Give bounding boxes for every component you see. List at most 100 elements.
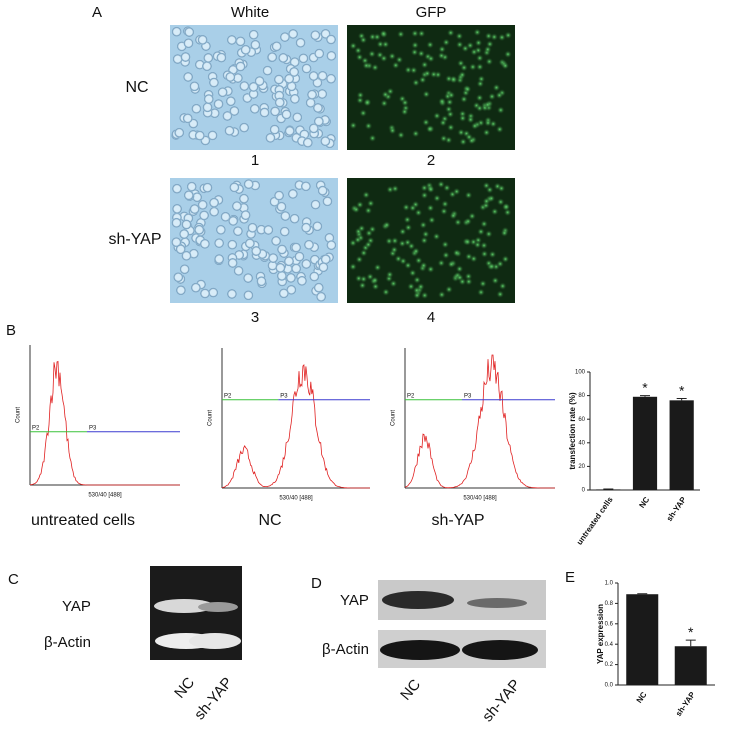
cell [411,78,420,87]
cell [388,52,397,61]
cell [171,217,182,228]
cell [286,81,297,92]
cell [420,60,429,69]
cell [420,236,429,245]
cell [243,273,254,284]
cell [460,63,469,72]
gate-label: P2 [407,393,415,399]
cell [173,272,184,283]
lane-label: sh-YAP [191,674,236,723]
cell [239,81,250,92]
cell [426,204,435,213]
cell [181,219,192,230]
cell [480,249,489,258]
cell [390,245,399,254]
cell [437,180,446,189]
cell [278,52,289,63]
axis-label: 530/40 [488] [279,496,313,502]
cell [244,238,255,249]
cell [313,116,324,127]
band [380,640,460,660]
y-tick-label: 100 [575,370,586,376]
cell [171,183,182,194]
x-tick-label: sh-YAP [674,690,698,718]
cell [199,238,210,249]
cell [287,188,298,199]
x-tick-label: sh-YAP [665,495,689,523]
cell [497,184,506,193]
cell [208,287,219,298]
cell [464,252,473,261]
cell [262,65,273,76]
cell [433,194,442,203]
cell [497,33,506,42]
cell [417,29,426,38]
cell [349,121,358,130]
cell [364,121,373,130]
cell [317,88,328,99]
cell [300,181,311,192]
cell [326,34,337,45]
cell [207,130,218,141]
cell [322,196,333,207]
cell [174,127,185,138]
cell [202,182,213,193]
cell [256,224,267,235]
cell [446,28,455,37]
cell [421,118,430,127]
bar [632,396,658,490]
cell [172,203,183,214]
band [467,598,527,608]
band-label: YAP [62,598,91,615]
cell [391,61,400,70]
cell [485,57,494,66]
cell [476,227,485,236]
cell [172,54,183,65]
cell [410,48,419,57]
cell [286,284,297,295]
cell [233,265,244,276]
significance: * [679,382,685,398]
cell [269,124,280,135]
flow-histograms: Count 530/40 [488] P2 P3 Count 530/40 [488] P2… [16,345,555,502]
cell [180,52,191,63]
cell [473,240,482,249]
cell [183,38,194,49]
band-label: β-Actin [322,641,369,658]
cell [189,204,200,215]
cell [259,107,270,118]
lane-label: NC [171,674,198,702]
x-tick-label: NC [635,690,649,705]
x-tick-label: untreated cells [575,495,615,547]
cell [414,208,423,217]
cell [284,125,295,136]
cell [463,85,472,94]
cell [226,288,237,299]
lane-label: NC [397,676,424,704]
cell [496,106,505,115]
axis-label: 530/40 [488] [463,496,497,502]
cell [305,97,316,108]
cell [438,97,447,106]
cell [276,201,287,212]
cell [446,123,455,132]
significance: * [642,379,648,395]
cell [425,124,434,133]
cell [359,109,368,118]
histogram-curve [404,354,555,489]
cell [289,66,300,77]
cell [289,213,300,224]
cell [470,47,479,56]
y-tick-label: 1.0 [605,581,614,587]
cell [484,118,493,127]
cell [495,91,504,100]
cell [480,241,489,250]
cell [475,93,484,102]
cell [453,218,462,227]
cell [418,75,427,84]
cell [281,109,292,120]
cell [422,90,431,99]
cell [250,39,261,50]
cell [183,190,194,201]
y-tick-label: 0 [582,488,586,494]
